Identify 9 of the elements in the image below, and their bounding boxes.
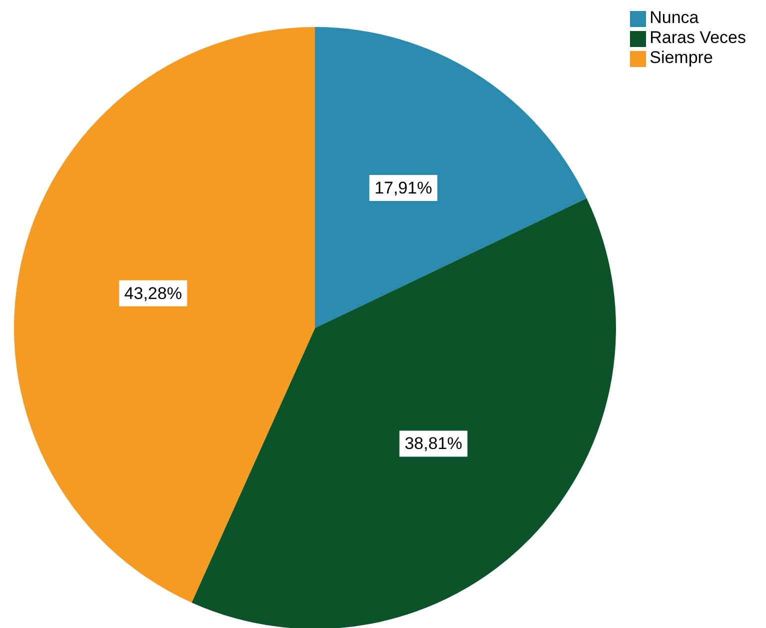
pie-slice: [192, 198, 616, 628]
legend-label: Siempre: [650, 48, 713, 67]
data-label: 38,81%: [404, 434, 462, 454]
data-label: 17,91%: [374, 178, 432, 198]
data-label: 43,28%: [124, 284, 182, 303]
legend-label: Raras Veces: [650, 28, 746, 47]
legend-label: Nunca: [650, 8, 699, 27]
pie-slice: [14, 27, 315, 603]
pie-slice: [315, 27, 587, 328]
